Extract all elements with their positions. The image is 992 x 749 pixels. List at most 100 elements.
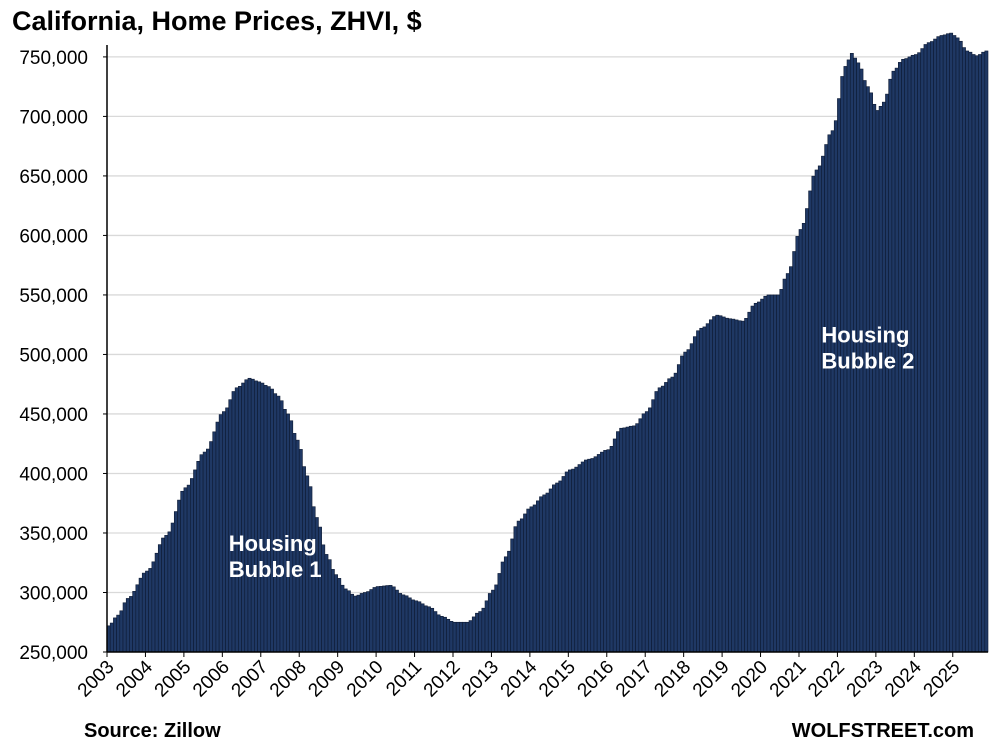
- bar: [138, 577, 143, 653]
- bar: [580, 461, 585, 653]
- bar: [439, 615, 444, 653]
- bar: [757, 301, 761, 653]
- bar: [199, 454, 204, 653]
- bar: [939, 35, 944, 653]
- bar: [257, 381, 262, 653]
- bar: [702, 326, 707, 653]
- bar: [145, 570, 149, 653]
- bar: [731, 318, 736, 653]
- x-tick-label: 2008: [266, 657, 311, 702]
- bar: [228, 399, 233, 653]
- bar: [827, 134, 832, 653]
- bar: [747, 311, 752, 653]
- bar: [955, 37, 960, 653]
- bar: [443, 616, 447, 653]
- bar: [122, 602, 127, 653]
- annotation: Housing Bubble 2: [821, 323, 914, 374]
- bar: [920, 48, 925, 653]
- bar: [455, 621, 460, 653]
- bar: [673, 372, 678, 653]
- bar: [417, 601, 422, 653]
- bar: [776, 294, 781, 653]
- bar: [189, 478, 194, 653]
- bar: [670, 376, 675, 653]
- bar: [667, 378, 672, 653]
- bar: [753, 302, 758, 653]
- bar: [830, 130, 835, 653]
- bar: [545, 492, 550, 653]
- bar: [587, 458, 592, 653]
- bar: [260, 382, 265, 653]
- bar: [414, 600, 419, 653]
- bar: [625, 426, 630, 653]
- bar: [452, 621, 457, 653]
- bar: [689, 343, 694, 653]
- x-tick-label: 2007: [228, 657, 273, 702]
- bar: [465, 621, 470, 653]
- bar: [244, 379, 249, 653]
- bar: [984, 50, 989, 653]
- bar: [596, 454, 601, 653]
- bar: [750, 305, 755, 653]
- bar: [539, 496, 543, 653]
- bar: [177, 499, 181, 653]
- bar: [638, 418, 643, 653]
- bar: [773, 294, 777, 653]
- bar: [154, 552, 159, 653]
- x-tick-label: 2017: [612, 657, 657, 702]
- bar: [763, 295, 768, 653]
- x-tick-label: 2018: [650, 657, 695, 702]
- bar: [942, 34, 947, 653]
- bar: [186, 484, 191, 653]
- y-tick-label: 500,000: [19, 345, 88, 366]
- bar: [135, 584, 140, 653]
- bar: [209, 441, 214, 653]
- bar: [648, 407, 652, 653]
- bar: [391, 586, 396, 653]
- bar: [680, 355, 684, 653]
- bar: [247, 377, 252, 653]
- x-tick-label: 2009: [304, 657, 349, 702]
- bar: [821, 155, 825, 653]
- bar: [161, 537, 165, 653]
- bar: [337, 578, 342, 653]
- bar: [254, 380, 258, 653]
- bar: [273, 393, 278, 653]
- x-tick-label: 2025: [920, 657, 965, 702]
- bar: [475, 612, 479, 653]
- bar: [808, 190, 813, 653]
- x-tick-label: 2004: [112, 656, 157, 701]
- bar: [664, 382, 668, 653]
- bar: [577, 464, 582, 653]
- bar: [725, 317, 729, 653]
- bar: [494, 584, 499, 653]
- bar: [318, 526, 322, 653]
- bar: [362, 592, 367, 653]
- bar: [523, 513, 527, 653]
- bar: [423, 605, 428, 653]
- bar: [180, 490, 185, 653]
- bar: [459, 621, 463, 653]
- bar: [327, 559, 332, 653]
- chart-title: California, Home Prices, ZHVI, $: [12, 6, 422, 36]
- bar: [398, 593, 403, 653]
- bar: [212, 431, 217, 653]
- bar: [427, 606, 431, 653]
- bar: [926, 42, 931, 653]
- bar: [487, 593, 492, 653]
- bar: [936, 36, 941, 653]
- bar: [449, 621, 454, 653]
- bar: [692, 336, 697, 653]
- bar: [132, 591, 137, 653]
- bar: [789, 266, 793, 653]
- bar: [718, 315, 723, 653]
- bar: [600, 451, 604, 653]
- bar: [218, 414, 223, 653]
- bar: [129, 596, 133, 653]
- bar: [946, 33, 950, 653]
- bar: [125, 598, 130, 653]
- bar: [516, 520, 521, 653]
- y-tick-label: 450,000: [19, 405, 88, 426]
- bar: [532, 504, 537, 653]
- bar: [651, 399, 656, 653]
